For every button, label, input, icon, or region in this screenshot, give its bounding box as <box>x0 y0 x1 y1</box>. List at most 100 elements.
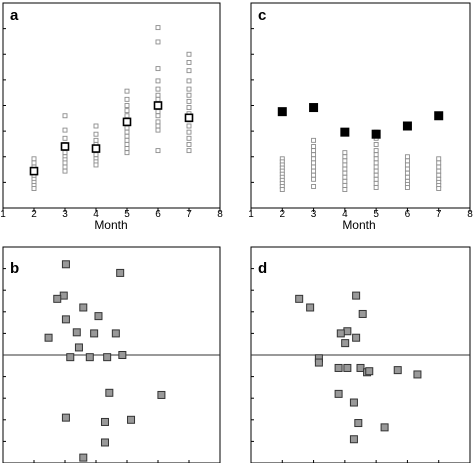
panel-c-point-s0-37 <box>373 156 379 162</box>
panel-c-point-s0-57 <box>436 168 442 174</box>
panel-b-point-s0-16 <box>105 388 114 397</box>
panel-c-point-s0-30 <box>342 182 348 188</box>
panel-c-xtick-label-0: 1 <box>248 209 254 220</box>
panel-a-point-s1-5 <box>184 113 194 123</box>
panel-b-letter: b <box>10 260 19 277</box>
panel-d-point-s0-10 <box>334 363 343 372</box>
panel-c-point-s0-42 <box>373 176 379 182</box>
panel-b-point-s0-19 <box>100 417 109 426</box>
panel-c-point-s0-22 <box>342 150 348 156</box>
panel-a-point-s1-1 <box>60 142 70 151</box>
panel-b-point-s0-3 <box>79 303 88 312</box>
panel-b-point-s0-1 <box>59 291 68 300</box>
panel-c-point-s0-49 <box>404 170 410 176</box>
panel-c-point-s0-14 <box>311 152 317 158</box>
panel-b-point-s0-21 <box>100 438 109 447</box>
panel-a-xtick-label-0: 1 <box>0 209 6 220</box>
panel-d-point-s0-16 <box>413 370 422 379</box>
panel-d-point-s0-18 <box>349 398 358 407</box>
panel-c-point-s0-13 <box>311 148 317 154</box>
panel-a-point-s0-40 <box>124 133 130 139</box>
panel-a-point-s0-32 <box>124 96 130 102</box>
panel-b-point-s0-17 <box>157 390 166 399</box>
panel-c-point-s0-17 <box>311 164 317 170</box>
panel-a-point-s0-30 <box>93 162 99 168</box>
panel-a-point-s0-10 <box>62 113 68 119</box>
panel-c-point-s0-24 <box>342 158 348 164</box>
panel-a-point-s1-3 <box>122 117 132 127</box>
panel-a-point-s0-18 <box>62 160 68 166</box>
panel-a-point-s0-9 <box>31 186 37 191</box>
panel-d-point-s0-6 <box>352 333 361 342</box>
panel-a-point-s1-0 <box>29 166 39 176</box>
panel-a-point-s0-70 <box>186 129 192 135</box>
panel-c-point-s0-39 <box>373 164 379 170</box>
panel-c-point-s0-12 <box>311 144 317 149</box>
panel-c-point-s1-0 <box>277 107 287 117</box>
panel-a-point-s0-55 <box>155 119 161 125</box>
panel-a-xtick-label-3: 4 <box>93 209 99 220</box>
panel-b-point-s0-8 <box>72 328 81 337</box>
panel-c-point-s0-58 <box>436 172 442 178</box>
panel-d-letter: d <box>258 260 267 277</box>
panel-c-point-s1-4 <box>402 121 412 131</box>
panel-c-point-s1-5 <box>434 111 444 121</box>
panel-b-point-s0-4 <box>94 312 103 321</box>
panel-a-point-s0-44 <box>124 150 130 156</box>
panel-c-xtick-label-1: 2 <box>280 209 286 220</box>
panel-c-xtick-label-5: 6 <box>405 209 411 220</box>
panel-a-point-s0-65 <box>186 98 192 104</box>
panel-a-point-s0-54 <box>155 113 161 119</box>
panel-a-point-s0-63 <box>186 86 192 92</box>
panel-c-point-s0-53 <box>404 185 410 190</box>
panel-d-point-s0-20 <box>380 423 389 432</box>
panel-c-point-s0-16 <box>311 160 317 166</box>
panel-a-point-s1-4 <box>153 101 163 110</box>
panel-a-point-s0-46 <box>155 39 161 45</box>
panel-c-point-s0-54 <box>436 156 442 162</box>
panel-c-xlabel: Month <box>342 218 375 232</box>
panel-b-point-s0-6 <box>116 268 125 277</box>
panel-a-point-s0-66 <box>186 105 192 111</box>
panel-b-point-s0-18 <box>61 413 70 422</box>
panel-d-scatter: d <box>250 246 471 463</box>
panel-c-point-s0-19 <box>311 172 317 178</box>
panel-a-point-s0-69 <box>186 123 192 129</box>
panel-a-point-s0-33 <box>124 103 130 108</box>
panel-c-point-s0-28 <box>342 174 348 180</box>
panel-c-point-s0-29 <box>342 178 348 184</box>
panel-b-point-s0-14 <box>103 353 112 362</box>
panel-a-point-s0-39 <box>124 129 130 135</box>
panel-c-xtick-label-7: 8 <box>467 209 473 220</box>
panel-d-point-s0-19 <box>354 419 363 428</box>
panel-c-xtick-label-4: 5 <box>373 209 379 220</box>
panel-c-point-s0-26 <box>342 166 348 172</box>
panel-b-point-s0-22 <box>79 453 88 462</box>
panel-a-point-s0-60 <box>186 60 192 65</box>
panel-a-point-s0-61 <box>186 68 192 74</box>
panel-a-point-s0-53 <box>155 109 161 115</box>
panel-b-point-s0-5 <box>61 315 70 324</box>
panel-a-point-s0-47 <box>155 66 161 72</box>
panel-c-point-s0-43 <box>373 180 379 186</box>
panel-a-xtick-label-2: 3 <box>62 209 68 220</box>
panel-a-xtick-label-1: 2 <box>31 209 37 220</box>
panel-c-point-s0-11 <box>311 137 317 143</box>
panel-a-point-s0-45 <box>155 25 161 31</box>
panel-c-point-s0-62 <box>436 186 442 191</box>
panel-c-point-s1-1 <box>309 103 319 113</box>
panel-d-point-s0-15 <box>393 366 402 375</box>
panel-a-point-s0-49 <box>155 86 161 92</box>
panel-c-point-s0-34 <box>373 141 379 147</box>
panel-a-xtick-label-7: 8 <box>217 209 223 220</box>
panel-c-point-s0-27 <box>342 170 348 176</box>
panel-a-point-s0-58 <box>155 148 161 154</box>
panel-a-point-s0-35 <box>124 113 130 119</box>
panel-a-point-s0-51 <box>155 96 161 102</box>
panel-a-point-s0-11 <box>62 127 68 133</box>
panel-a-point-s0-23 <box>93 137 99 143</box>
panel-c-point-s0-10 <box>279 187 285 193</box>
panel-a-point-s0-19 <box>62 164 68 170</box>
panel-a-xtick-label-5: 6 <box>155 209 161 220</box>
panel-a-point-s0-57 <box>155 127 161 133</box>
